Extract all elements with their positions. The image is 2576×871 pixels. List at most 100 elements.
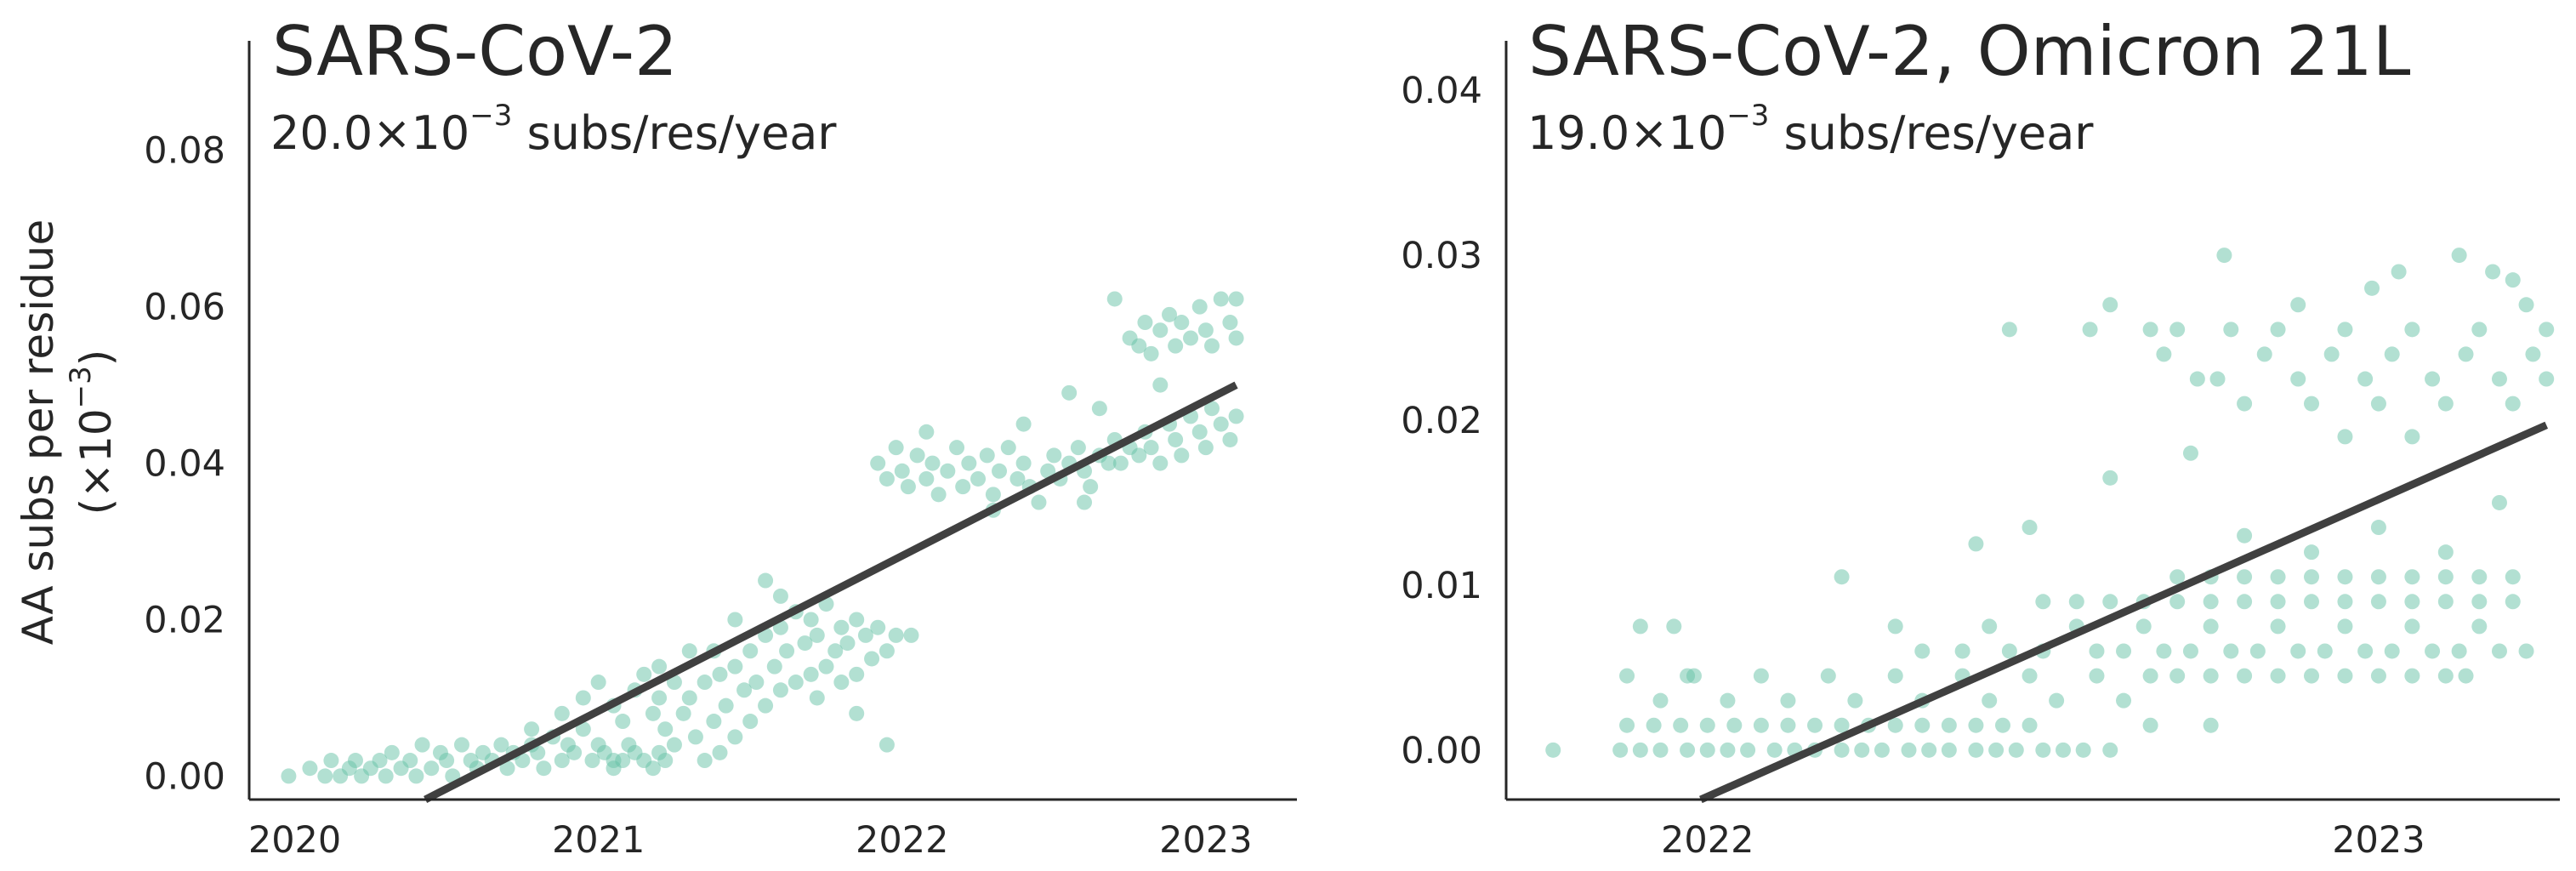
left-panel-y-tick-label: 0.04	[144, 443, 225, 486]
data-point	[651, 658, 668, 675]
data-point	[1954, 643, 1970, 659]
left-panel-x-tick-label: 2022	[856, 819, 948, 862]
data-point	[742, 714, 759, 730]
data-point	[2182, 445, 2198, 461]
data-point	[879, 643, 895, 659]
data-point	[2203, 668, 2219, 684]
data-point	[645, 705, 661, 721]
data-point	[2437, 396, 2454, 412]
data-point	[779, 643, 795, 659]
data-point	[645, 760, 661, 777]
data-point	[697, 753, 713, 769]
data-point	[1100, 455, 1117, 471]
data-point	[1204, 401, 1220, 417]
data-point	[803, 612, 819, 628]
data-point	[2102, 594, 2118, 610]
data-point	[2209, 371, 2226, 387]
data-point	[985, 487, 1001, 503]
data-point	[2451, 643, 2467, 659]
right-panel-x-tick-label: 2023	[2332, 819, 2425, 862]
data-point	[2471, 322, 2488, 338]
data-point	[1174, 447, 1190, 464]
data-point	[2437, 594, 2454, 610]
left-panel-title: SARS-CoV-2	[272, 12, 678, 91]
data-point	[697, 675, 713, 691]
data-point	[378, 768, 394, 784]
data-point	[2035, 742, 2051, 758]
data-point	[2364, 280, 2380, 296]
data-point	[1031, 494, 1047, 510]
left-panel-points	[281, 291, 1244, 784]
data-point	[909, 447, 925, 464]
data-point	[453, 737, 469, 753]
data-point	[1666, 618, 1682, 635]
data-point	[2270, 594, 2286, 610]
data-point	[2270, 322, 2286, 338]
data-point	[1780, 717, 1796, 733]
data-point	[2142, 668, 2158, 684]
data-point	[675, 705, 691, 721]
data-point	[727, 658, 743, 675]
data-point	[1680, 742, 1696, 758]
data-point	[2237, 569, 2253, 585]
data-point	[2169, 322, 2186, 338]
data-point	[2169, 668, 2186, 684]
data-point	[2337, 594, 2353, 610]
left-panel-rate-units: subs/res/year	[512, 106, 837, 160]
data-point	[1061, 384, 1078, 401]
data-point	[2404, 618, 2420, 635]
data-point	[1753, 717, 1769, 733]
data-point	[636, 666, 652, 682]
right-panel-rate-units: subs/res/year	[1769, 106, 2094, 160]
data-point	[2256, 346, 2272, 362]
data-point	[1077, 494, 1093, 510]
data-point	[1131, 338, 1147, 354]
data-point	[1740, 742, 1756, 758]
data-point	[2135, 618, 2152, 635]
data-point	[2384, 643, 2400, 659]
data-point	[1887, 618, 1903, 635]
data-point	[1143, 440, 1159, 456]
data-point	[1914, 643, 1931, 659]
data-point	[727, 612, 743, 628]
right-panel: 0.00 0.01 0.02 0.03 0.04 2022 2023 SARS-CoV-2,…	[1401, 12, 2560, 862]
data-point	[809, 690, 825, 706]
data-point	[924, 455, 941, 471]
data-point	[849, 705, 865, 721]
ylabel-line-2-exponent: −3	[64, 366, 98, 408]
data-point	[2008, 742, 2024, 758]
data-point	[1143, 345, 1159, 361]
data-point	[606, 753, 622, 769]
data-point	[870, 455, 886, 471]
data-point	[536, 760, 552, 777]
right-panel-rate-exponent: −3	[1726, 99, 1769, 133]
data-point	[1968, 717, 1984, 733]
data-point	[1834, 569, 1850, 585]
ylabel-line-2: (×10−3)	[64, 350, 121, 515]
data-point	[2082, 322, 2098, 338]
data-point	[2216, 248, 2232, 264]
right-panel-ticks: 0.00 0.01 0.02 0.03 0.04 2022 2023	[1401, 70, 2425, 862]
left-panel-y-tick-label: 0.02	[144, 599, 225, 641]
data-point	[1673, 717, 1689, 733]
data-point	[900, 479, 916, 495]
ylabel-line-2-suffix: )	[71, 350, 121, 367]
data-point	[1699, 742, 1715, 758]
right-panel-fit-line	[1699, 421, 2549, 804]
data-point	[888, 440, 904, 456]
data-point	[2404, 594, 2420, 610]
data-point	[1228, 291, 1244, 307]
data-point	[2370, 520, 2386, 536]
data-point	[1612, 742, 1629, 758]
data-point	[575, 721, 591, 737]
data-point	[2370, 569, 2386, 585]
data-point	[2337, 618, 2353, 635]
data-point	[742, 643, 759, 659]
data-point	[1112, 455, 1129, 471]
data-point	[940, 463, 956, 479]
data-point	[2237, 396, 2253, 412]
data-point	[748, 675, 765, 691]
data-point	[1228, 408, 1244, 424]
data-point	[530, 744, 546, 760]
data-point	[706, 714, 722, 730]
